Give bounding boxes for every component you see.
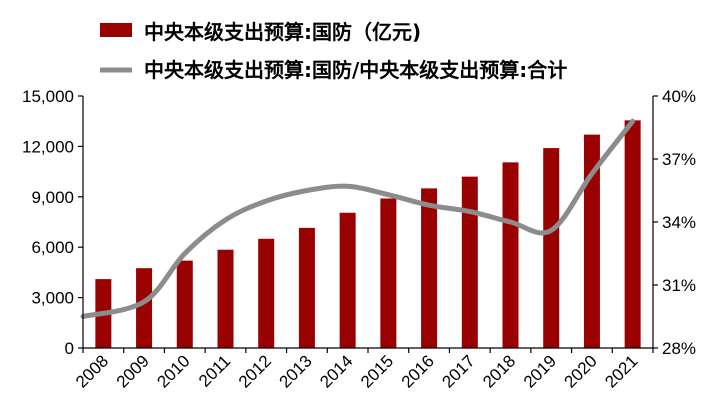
x-tick-label: 2017	[438, 351, 478, 391]
bar-2017	[461, 176, 478, 348]
legend: 中央本级支出预算:国防（亿元) 中央本级支出预算:国防/中央本级支出预算:合计	[100, 20, 567, 82]
y-right-tick-label: 28%	[662, 339, 696, 358]
x-tick-label: 2016	[398, 351, 438, 391]
bar-2013	[298, 227, 315, 348]
y-right-tick-label: 37%	[662, 150, 696, 169]
bar-series	[95, 120, 641, 348]
bar-2010	[176, 260, 193, 348]
bar-2014	[339, 212, 356, 348]
bar-2009	[136, 268, 153, 348]
y-left-tick-label: 15,000	[22, 87, 74, 106]
ratio-line	[80, 118, 636, 319]
x-tick-label: 2020	[561, 351, 601, 391]
x-tick-label: 2010	[153, 351, 193, 391]
x-tick-label: 2011	[195, 351, 234, 390]
y-left-tick-label: 12,000	[22, 137, 74, 156]
x-tick-label: 2014	[316, 351, 356, 391]
x-tick-label: 2012	[235, 351, 275, 391]
y-left-tick-label: 6,000	[31, 238, 74, 257]
y-right-tick-label: 40%	[662, 87, 696, 106]
bar-2011	[217, 249, 234, 348]
line-series-layer	[80, 118, 636, 319]
y-right-tick-label: 31%	[662, 276, 696, 295]
y-left-tick-label: 0	[65, 339, 74, 358]
bar-2012	[258, 238, 275, 348]
bar-2019	[543, 148, 560, 348]
x-tick-label: 2009	[113, 351, 153, 391]
y-left-tick-label: 9,000	[31, 188, 74, 207]
x-tick-label: 2008	[72, 351, 112, 391]
bar-2021	[624, 120, 641, 348]
y-right-tick-label: 34%	[662, 213, 696, 232]
bar-2018	[502, 162, 519, 348]
y-left-tick-label: 3,000	[31, 289, 74, 308]
bar-2020	[583, 134, 600, 348]
bar-2016	[421, 188, 438, 348]
x-tick-label: 2015	[357, 351, 397, 391]
x-tick-label: 2018	[479, 351, 519, 391]
x-tick-label: 2021	[601, 351, 641, 391]
x-tick-label: 2019	[520, 351, 560, 391]
legend-marker-bar	[100, 23, 132, 37]
bar-2015	[380, 198, 397, 348]
legend-label-bar: 中央本级支出预算:国防（亿元)	[144, 20, 421, 44]
x-tick-label: 2013	[276, 351, 316, 391]
legend-label-line: 中央本级支出预算:国防/中央本级支出预算:合计	[144, 58, 567, 82]
